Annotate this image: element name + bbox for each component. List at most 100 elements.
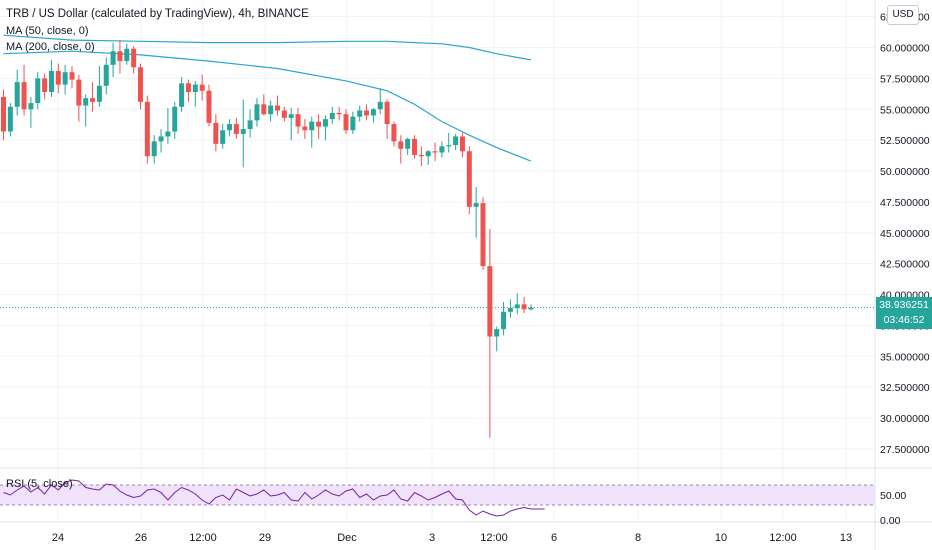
y-tick-label: 35.000000 [880, 351, 930, 363]
candle-body [206, 90, 212, 123]
x-tick-label: 10 [715, 532, 727, 544]
candle-body [350, 116, 356, 131]
x-tick-label: 12:00 [769, 532, 797, 544]
current-price-value: 38.936251 [879, 299, 929, 311]
x-tick-label: 6 [551, 532, 557, 544]
candle-body [247, 120, 253, 130]
candle-body [459, 136, 465, 152]
y-tick-label: 55.000000 [880, 104, 930, 116]
candle-body [309, 121, 315, 131]
candle-body [220, 130, 226, 144]
y-tick-label: 32.500000 [880, 382, 930, 394]
candle-body [254, 104, 260, 121]
candle-body [103, 64, 109, 86]
candle-body [268, 105, 274, 115]
candle-body [432, 151, 438, 153]
y-tick-label: 50.000000 [880, 166, 930, 178]
candle-body [185, 83, 191, 92]
candle-body [507, 308, 513, 312]
y-tick-label: 60.000000 [880, 43, 930, 55]
y-tick-label: 27.500000 [880, 444, 930, 456]
legend-rsi[interactable]: RSI (5, close) [6, 478, 73, 490]
x-tick-label: 13 [840, 532, 852, 544]
candle-body [261, 104, 267, 115]
candle-body [96, 85, 102, 102]
candle-body [192, 84, 198, 92]
candle-body [322, 119, 328, 127]
y-tick-label: 52.500000 [880, 135, 930, 147]
candle-body [138, 67, 143, 102]
x-tick-label: 3 [429, 532, 435, 544]
candle-body [62, 72, 68, 85]
candle-body [28, 103, 34, 110]
candle-body [473, 203, 479, 207]
candle-body [343, 114, 349, 131]
candle-body [405, 138, 411, 149]
candle-body [501, 311, 507, 330]
candle-body [412, 138, 417, 155]
candle-body [172, 106, 178, 132]
candle-body [336, 112, 342, 115]
candle-body [199, 84, 205, 91]
candle-body [391, 124, 397, 142]
x-tick-label: 29 [259, 532, 271, 544]
legend-ma50[interactable]: MA (50, close, 0) [6, 25, 89, 37]
candle-body [398, 141, 404, 149]
candle-body [151, 141, 157, 157]
candle-body [179, 83, 185, 107]
candle-body [76, 79, 82, 106]
candle-body [83, 98, 89, 106]
candle-body [131, 48, 137, 68]
candle-body [494, 329, 500, 337]
x-tick-label: 8 [635, 532, 641, 544]
candle-body [7, 106, 13, 132]
candle-body [281, 110, 287, 118]
candle-body [35, 78, 41, 104]
candle-body [439, 146, 445, 153]
currency-button[interactable]: USD [887, 5, 919, 25]
candle-body [384, 101, 390, 125]
candle-body [425, 151, 431, 157]
candle-body [453, 136, 459, 146]
y-tick-label: 42.500000 [880, 259, 930, 271]
candle-body [165, 131, 171, 137]
candle-body [275, 105, 280, 111]
candle-body [487, 266, 493, 337]
candle-body [42, 78, 48, 92]
y-tick-label: 47.500000 [880, 197, 930, 209]
candle-body [14, 82, 20, 107]
ma50-line [3, 50, 532, 162]
candle-body [329, 112, 335, 120]
candle-body [480, 203, 486, 267]
candle-body [418, 154, 424, 157]
x-tick-label: 12:00 [480, 532, 508, 544]
ma200-line [3, 34, 532, 61]
rsi-line [3, 479, 545, 517]
candle-body [21, 82, 27, 110]
candle-body [466, 151, 472, 207]
x-tick-label: 24 [52, 532, 64, 544]
candle-body [48, 70, 54, 92]
candle-body [1, 96, 6, 132]
candle-body [117, 51, 123, 62]
candle-body [514, 304, 520, 309]
candle-body [124, 48, 130, 62]
rsi-band [0, 485, 875, 505]
y-tick-label: 45.000000 [880, 228, 930, 240]
x-tick-label: 26 [135, 532, 147, 544]
candle-body [144, 101, 150, 157]
candle-body [90, 98, 96, 102]
candle-body [521, 304, 527, 310]
bar-countdown: 03:46:52 [883, 314, 925, 326]
current-price-tag: 38.936251 03:46:52 [876, 297, 932, 329]
candle-body [295, 114, 301, 127]
candle-body [357, 110, 363, 117]
rsi-tick-label: 50.00 [880, 490, 906, 502]
legend-ma200[interactable]: MA (200, close, 0) [6, 41, 95, 53]
chart-title: TRB / US Dollar (calculated by TradingVi… [6, 8, 309, 20]
candle-body [302, 126, 308, 131]
y-tick-label: 30.000000 [880, 413, 930, 425]
candle-body [446, 145, 452, 147]
candle-body [227, 124, 233, 131]
